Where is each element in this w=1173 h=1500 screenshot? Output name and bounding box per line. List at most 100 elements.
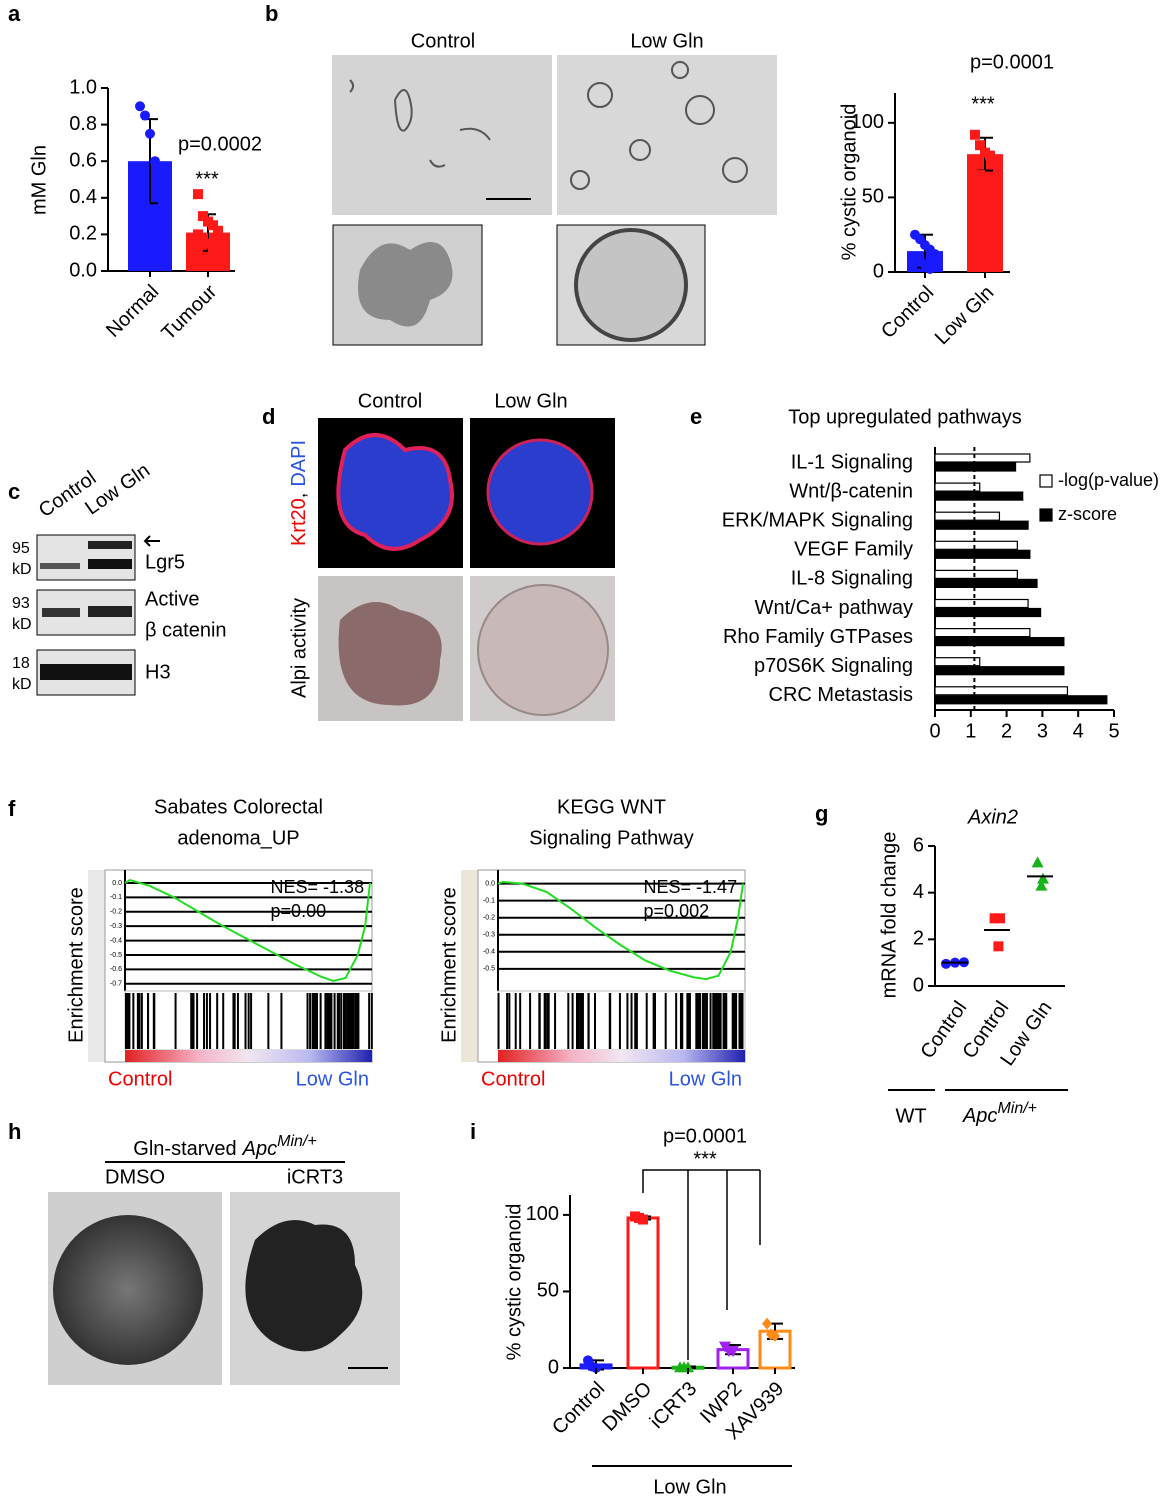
point [155,183,165,194]
panel-h: Gln-starved ApcMin/+ DMSO iCRT3 [48,1133,400,1385]
band [40,563,80,569]
phenotype-label: Control [108,1068,172,1090]
annotation: p=0.002 [644,901,710,921]
title-part: Apc [242,1138,277,1160]
y-tick-label: -0.4 [483,949,495,956]
y-tick-label: 6 [913,834,924,856]
panel-label: b [265,1,278,26]
x-tick-label: 3 [1037,720,1048,742]
y-axis-label: % cystic organoid [503,1204,525,1361]
annotation: *** [195,168,219,190]
rank-heatmap [498,1050,745,1062]
point [762,1317,772,1330]
y-tick-label: 100 [851,111,884,133]
category-label: Rho Family GTPases [723,626,913,648]
y-axis-label: mM Gln [28,145,50,215]
y-axis-label: Enrichment score [65,887,87,1043]
y-tick-label: -0.6 [110,966,122,973]
y-tick-label: -0.3 [483,932,495,939]
point [198,211,208,222]
title-part: Min/+ [277,1133,317,1150]
panel-d: Control Low Gln Krt20, DAPI Alpi activity [288,390,615,721]
point [193,247,203,258]
y-tick-label: 0 [548,1356,559,1378]
point [140,198,150,209]
x-tick-label: 2 [1001,720,1012,742]
panel-label: c [8,479,20,504]
point [203,238,213,249]
point [145,128,155,139]
bar [934,482,981,492]
point [975,170,985,181]
point [213,225,223,236]
bar [934,607,1042,618]
point [930,249,940,260]
protein: Lgr5 [145,551,185,573]
stain: DAPI [288,440,310,487]
x-tick-label: Control [548,1378,609,1439]
category-label: ERK/MAPK Signaling [722,509,913,531]
point [727,1346,739,1358]
x-tick-label: 0 [929,720,940,742]
organoid [338,602,442,706]
group-label-part: Apc [962,1105,997,1127]
enrichment-line [497,880,744,981]
panel-label: a [8,1,21,26]
point [993,941,1004,952]
y-tick-label: 0.8 [69,113,97,135]
point [1035,879,1048,891]
row-label: Krt20, DAPI [288,440,310,546]
legend-swatch [1039,474,1053,488]
legend-label: z-score [1058,504,1117,524]
y-tick-label: 4 [913,881,924,903]
y-tick-label: -0.4 [110,937,122,944]
panel-labels: a b c d e f g h i [8,1,828,1144]
arrow [143,535,160,547]
x-tick-label: iCRT3 [646,1378,701,1433]
panel-label: h [8,1119,21,1144]
point [140,110,150,121]
organoid [53,1215,203,1365]
point [682,1361,694,1373]
column-label: iCRT3 [287,1166,343,1188]
y-tick-label: 1.0 [69,76,97,98]
column-label: DMSO [105,1166,165,1188]
label-strip [88,870,105,1062]
category-label: CRC Metastasis [769,684,913,706]
organoid [358,242,453,327]
protein: β catenin [145,619,227,641]
row-label: Alpi activity [288,598,310,698]
micrograph [332,55,552,215]
x-tick-label: Tumour [158,280,222,344]
point [770,1329,780,1342]
y-tick-label: -0.3 [110,923,122,930]
bar [934,549,1031,559]
stain: Krt20 [288,498,310,546]
y-tick-label: 0.0 [485,880,495,887]
point [193,189,203,200]
title-part: Gln-starved [133,1138,236,1160]
bar [934,520,1029,530]
bar [934,569,1018,580]
rank-heatmap [125,1050,372,1062]
category-label: p70S6K Signaling [754,655,913,677]
mw-unit: kD [12,616,32,633]
y-tick-label: -0.2 [110,909,122,916]
y-tick-label: 0.0 [112,880,122,887]
y-tick-label: 2 [913,928,924,950]
point [150,156,160,167]
y-tick-label: -0.1 [110,894,122,901]
panel-b-images: Control Low Gln [332,30,777,346]
band [42,608,80,617]
x-tick-label: Control [877,282,938,343]
y-tick-label: 0.6 [69,149,97,171]
image-label: Control [411,30,475,52]
separator: , [288,493,310,499]
annotation: NES= -1.47 [644,877,738,897]
point [925,264,935,275]
phenotype-label: Control [481,1068,545,1090]
bar [934,636,1065,647]
panel-title: Gln-starved ApcMin/+ [133,1133,316,1160]
x-tick-label: DMSO [598,1378,656,1436]
